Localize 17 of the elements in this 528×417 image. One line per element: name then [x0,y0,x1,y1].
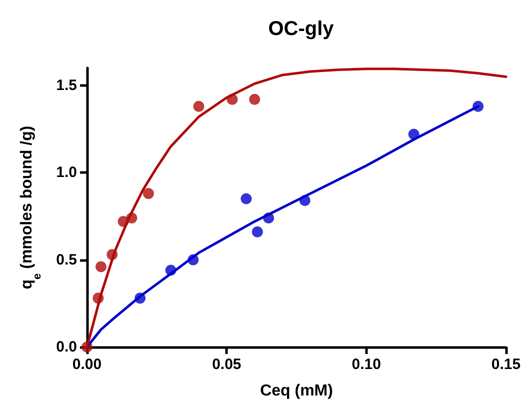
y-tick-label: 0.5 [56,251,77,268]
x-axis-title: Ceq (mM) [260,382,333,400]
y-tick-label: 1.5 [56,76,77,94]
x-tick-label: 0.00 [72,356,102,373]
chart-title: OC-gly [268,18,335,40]
y-tick-label: 0.0 [56,338,77,356]
x-tick-label: 0.05 [212,356,242,373]
y-tick-label: 1.0 [56,164,77,182]
point [142,188,154,200]
point [95,261,106,272]
x-tick-label: 0.15 [491,356,521,373]
point [249,94,260,105]
point [252,226,263,238]
x-tick-label: 0.10 [352,356,381,373]
point [193,100,204,112]
y-axis-title: qe (mmoles bound /g) [18,126,44,290]
point [240,193,252,204]
